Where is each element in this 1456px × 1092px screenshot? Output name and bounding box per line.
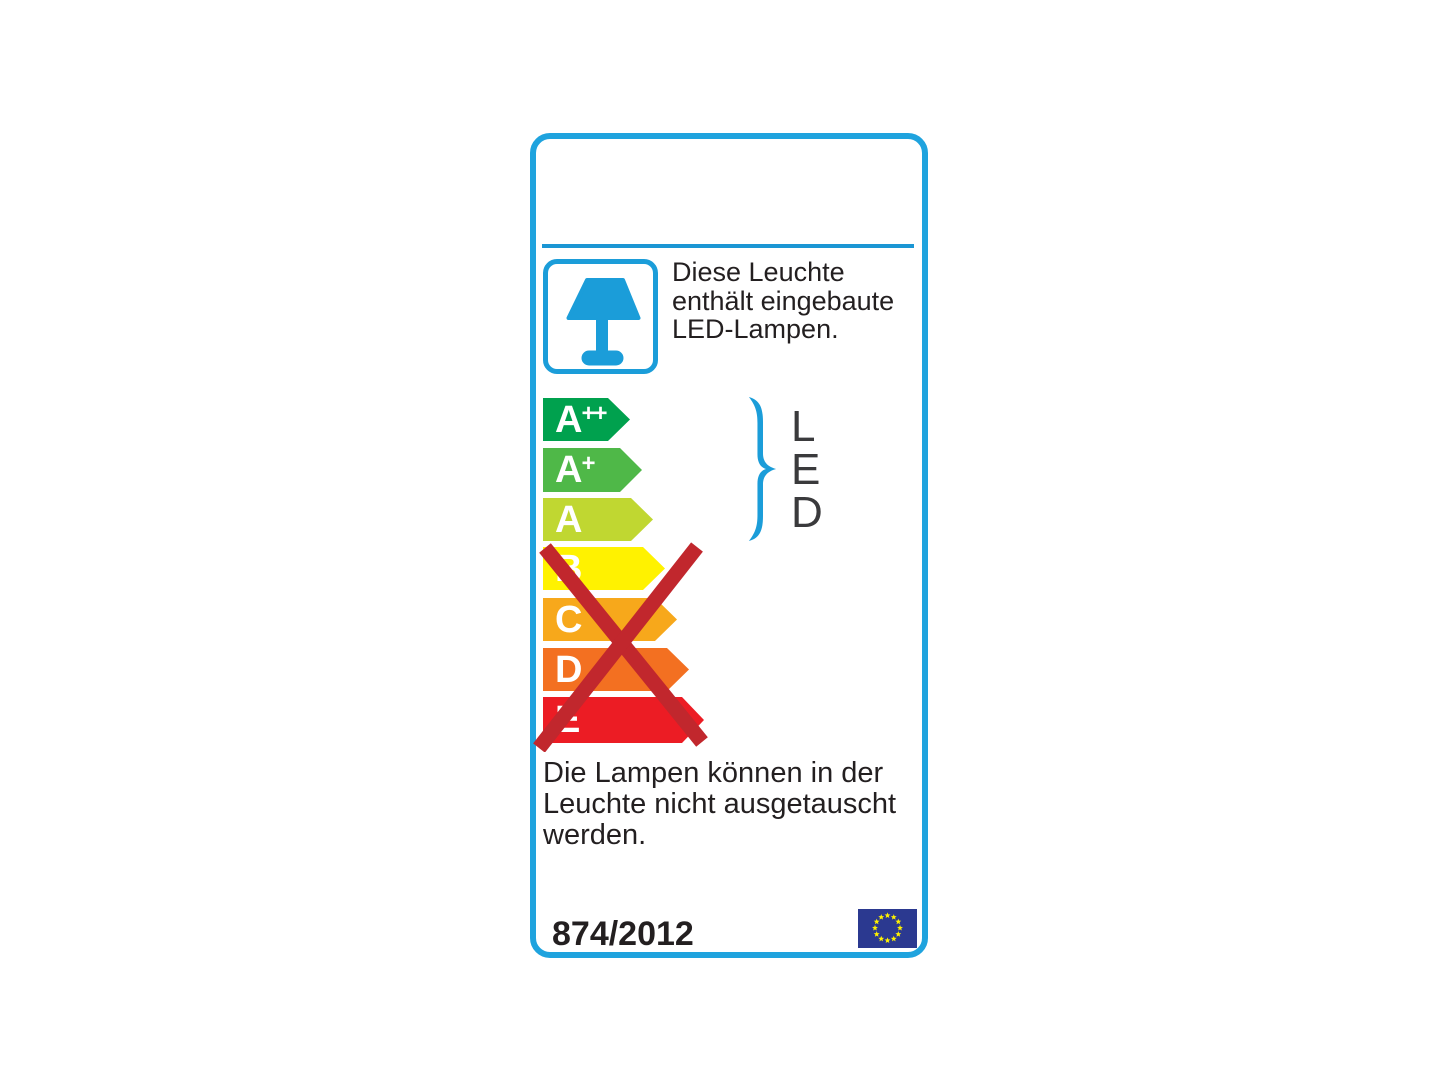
footer-text: Die Lampen können in der Leuchte nicht a…	[543, 757, 897, 851]
grade-letter: A	[555, 498, 582, 541]
cross-out-icon	[533, 542, 708, 752]
efficiency-arrow-Ap: A+	[543, 448, 642, 492]
eu-star	[872, 924, 878, 931]
grade-superscript: +	[581, 450, 594, 477]
eu-star	[895, 918, 902, 925]
eu-star	[884, 937, 891, 944]
lamp-icon-box	[543, 259, 658, 374]
grade-letter: A+	[555, 449, 594, 491]
curly-brace-icon	[748, 397, 777, 541]
eu-star	[873, 931, 880, 937]
eu-star	[878, 935, 885, 942]
efficiency-arrow-App: A++	[543, 398, 630, 441]
led-text: L E D	[791, 402, 823, 537]
eu-star	[890, 914, 897, 920]
eu-star	[890, 935, 897, 942]
table-lamp-icon	[566, 278, 641, 366]
efficiency-arrow-A: A	[543, 498, 653, 541]
energy-label: Diese Leuchte enthält eingebaute LED-Lam…	[530, 133, 928, 958]
divider-line	[542, 244, 914, 248]
eu-flag-icon	[858, 909, 917, 948]
eu-star	[897, 924, 903, 931]
grade-letter: A++	[555, 398, 606, 441]
grade-letter: D	[555, 648, 582, 691]
eu-star	[895, 931, 902, 937]
eu-star	[884, 912, 891, 919]
intro-text: Diese Leuchte enthält eingebaute LED-Lam…	[672, 257, 895, 344]
eu-star	[878, 914, 885, 920]
grade-superscript: ++	[581, 399, 606, 427]
grade-letter: C	[555, 598, 582, 641]
regulation-number: 874/2012	[552, 915, 694, 953]
eu-star	[873, 918, 880, 925]
